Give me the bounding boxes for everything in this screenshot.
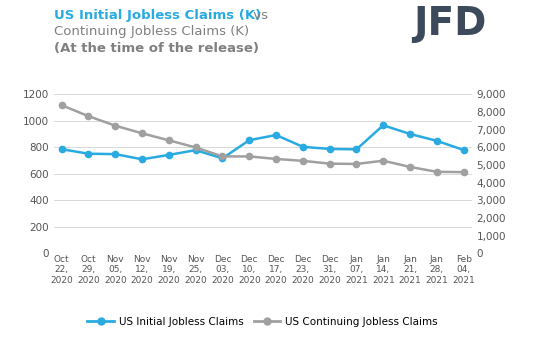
Text: vs: vs: [249, 9, 268, 22]
Text: US Initial Jobless Claims (K): US Initial Jobless Claims (K): [54, 9, 261, 22]
Text: (At the time of the release): (At the time of the release): [54, 42, 258, 55]
Text: JFD: JFD: [413, 5, 486, 43]
Text: Continuing Jobless Claims (K): Continuing Jobless Claims (K): [54, 25, 249, 38]
Legend: US Initial Jobless Claims, US Continuing Jobless Claims: US Initial Jobless Claims, US Continuing…: [83, 313, 442, 331]
